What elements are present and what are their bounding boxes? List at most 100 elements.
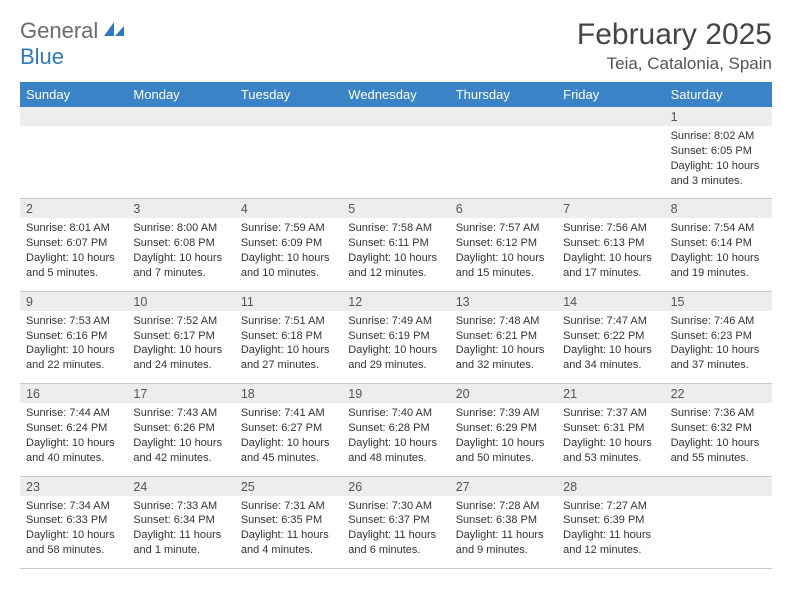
calendar-cell: Sunrise: 7:52 AMSunset: 6:17 PMDaylight:… bbox=[127, 311, 234, 381]
date-number: 18 bbox=[235, 384, 342, 403]
date-number: 14 bbox=[557, 292, 664, 311]
sunset-text: Sunset: 6:21 PM bbox=[456, 329, 551, 344]
sunset-text: Sunset: 6:14 PM bbox=[671, 236, 766, 251]
daylight-line2: and 7 minutes. bbox=[133, 266, 228, 281]
date-stripe: 2345678 bbox=[20, 199, 772, 218]
sunrise-text: Sunrise: 7:40 AM bbox=[348, 406, 443, 421]
date-number: 28 bbox=[557, 477, 664, 496]
location-text: Teia, Catalonia, Spain bbox=[577, 54, 772, 74]
sunrise-text: Sunrise: 7:51 AM bbox=[241, 314, 336, 329]
daylight-line2: and 29 minutes. bbox=[348, 358, 443, 373]
date-number: 27 bbox=[450, 477, 557, 496]
day-head-tue: Tuesday bbox=[235, 82, 342, 107]
daylight-line1: Daylight: 10 hours bbox=[133, 251, 228, 266]
daylight-line2: and 27 minutes. bbox=[241, 358, 336, 373]
logo-block: General Blue bbox=[20, 18, 126, 70]
daylight-line1: Daylight: 10 hours bbox=[26, 528, 121, 543]
daylight-line1: Daylight: 10 hours bbox=[26, 251, 121, 266]
sunrise-text: Sunrise: 7:33 AM bbox=[133, 499, 228, 514]
day-head-thu: Thursday bbox=[450, 82, 557, 107]
sunset-text: Sunset: 6:16 PM bbox=[26, 329, 121, 344]
sunrise-text: Sunrise: 7:30 AM bbox=[348, 499, 443, 514]
sunrise-text: Sunrise: 8:02 AM bbox=[671, 129, 766, 144]
daylight-line1: Daylight: 11 hours bbox=[241, 528, 336, 543]
date-number: 16 bbox=[20, 384, 127, 403]
date-number: 24 bbox=[127, 477, 234, 496]
sunrise-text: Sunrise: 7:44 AM bbox=[26, 406, 121, 421]
calendar-cell: Sunrise: 7:30 AMSunset: 6:37 PMDaylight:… bbox=[342, 496, 449, 566]
sunrise-text: Sunrise: 7:49 AM bbox=[348, 314, 443, 329]
daylight-line2: and 53 minutes. bbox=[563, 451, 658, 466]
daylight-line1: Daylight: 10 hours bbox=[671, 343, 766, 358]
daylight-line1: Daylight: 10 hours bbox=[133, 343, 228, 358]
logo-text: General Blue bbox=[20, 18, 126, 70]
calendar-cell: Sunrise: 7:51 AMSunset: 6:18 PMDaylight:… bbox=[235, 311, 342, 381]
daylight-line1: Daylight: 10 hours bbox=[348, 343, 443, 358]
calendar-row: Sunrise: 7:44 AMSunset: 6:24 PM Daylight:… bbox=[20, 403, 772, 473]
daylight-line2: and 37 minutes. bbox=[671, 358, 766, 373]
daylight-line1: Daylight: 10 hours bbox=[133, 436, 228, 451]
date-number bbox=[665, 477, 772, 496]
sunrise-text: Sunrise: 7:27 AM bbox=[563, 499, 658, 514]
daylight-line1: Daylight: 11 hours bbox=[133, 528, 228, 543]
date-number bbox=[557, 107, 664, 126]
daylight-line2: and 22 minutes. bbox=[26, 358, 121, 373]
date-number: 20 bbox=[450, 384, 557, 403]
daylight-line1: Daylight: 10 hours bbox=[26, 343, 121, 358]
date-number: 12 bbox=[342, 292, 449, 311]
calendar-cell: Sunrise: 7:43 AMSunset: 6:26 PMDaylight:… bbox=[127, 403, 234, 473]
row-divider bbox=[20, 568, 772, 569]
date-number: 25 bbox=[235, 477, 342, 496]
sunset-text: Sunset: 6:17 PM bbox=[133, 329, 228, 344]
date-number: 3 bbox=[127, 199, 234, 218]
sunset-text: Sunset: 6:22 PM bbox=[563, 329, 658, 344]
day-head-wed: Wednesday bbox=[342, 82, 449, 107]
sunset-text: Sunset: 6:08 PM bbox=[133, 236, 228, 251]
date-number bbox=[342, 107, 449, 126]
daylight-line1: Daylight: 10 hours bbox=[563, 436, 658, 451]
calendar-cell: Sunrise: 7:44 AMSunset: 6:24 PMDaylight:… bbox=[20, 403, 127, 473]
date-stripe: 9101112131415 bbox=[20, 292, 772, 311]
sunset-text: Sunset: 6:28 PM bbox=[348, 421, 443, 436]
calendar-cell: Sunrise: 7:57 AMSunset: 6:12 PMDaylight:… bbox=[450, 218, 557, 288]
sunrise-text: Sunrise: 7:59 AM bbox=[241, 221, 336, 236]
daylight-line2: and 17 minutes. bbox=[563, 266, 658, 281]
calendar-cell: Sunrise: 7:39 AMSunset: 6:29 PMDaylight:… bbox=[450, 403, 557, 473]
sunset-text: Sunset: 6:39 PM bbox=[563, 513, 658, 528]
calendar-cell bbox=[450, 126, 557, 196]
date-number: 17 bbox=[127, 384, 234, 403]
calendar-cell: Sunrise: 7:54 AMSunset: 6:14 PMDaylight:… bbox=[665, 218, 772, 288]
day-head-fri: Friday bbox=[557, 82, 664, 107]
sunset-text: Sunset: 6:37 PM bbox=[348, 513, 443, 528]
daylight-line1: Daylight: 10 hours bbox=[348, 251, 443, 266]
sunset-text: Sunset: 6:12 PM bbox=[456, 236, 551, 251]
sunset-text: Sunset: 6:23 PM bbox=[671, 329, 766, 344]
sunset-text: Sunset: 6:29 PM bbox=[456, 421, 551, 436]
calendar-cell: Sunrise: 7:49 AMSunset: 6:19 PMDaylight:… bbox=[342, 311, 449, 381]
calendar-body: 1Sunrise: 8:02 AMSunset: 6:05 PMDaylight… bbox=[20, 107, 772, 569]
sunrise-text: Sunrise: 7:39 AM bbox=[456, 406, 551, 421]
date-number: 22 bbox=[665, 384, 772, 403]
daylight-line1: Daylight: 11 hours bbox=[456, 528, 551, 543]
calendar-cell bbox=[665, 496, 772, 566]
calendar-cell: Sunrise: 7:53 AMSunset: 6:16 PMDaylight:… bbox=[20, 311, 127, 381]
daylight-line1: Daylight: 10 hours bbox=[241, 251, 336, 266]
sunrise-text: Sunrise: 7:43 AM bbox=[133, 406, 228, 421]
date-stripe: 1 bbox=[20, 107, 772, 126]
sunset-text: Sunset: 6:26 PM bbox=[133, 421, 228, 436]
daylight-line1: Daylight: 10 hours bbox=[241, 343, 336, 358]
day-head-sun: Sunday bbox=[20, 82, 127, 107]
daylight-line2: and 45 minutes. bbox=[241, 451, 336, 466]
calendar-cell: Sunrise: 7:47 AMSunset: 6:22 PMDaylight:… bbox=[557, 311, 664, 381]
daylight-line2: and 48 minutes. bbox=[348, 451, 443, 466]
date-number: 6 bbox=[450, 199, 557, 218]
sunset-text: Sunset: 6:34 PM bbox=[133, 513, 228, 528]
sunset-text: Sunset: 6:27 PM bbox=[241, 421, 336, 436]
daylight-line1: Daylight: 10 hours bbox=[456, 251, 551, 266]
date-number: 5 bbox=[342, 199, 449, 218]
sunrise-text: Sunrise: 7:28 AM bbox=[456, 499, 551, 514]
sunset-text: Sunset: 6:35 PM bbox=[241, 513, 336, 528]
calendar-cell: Sunrise: 7:48 AMSunset: 6:21 PMDaylight:… bbox=[450, 311, 557, 381]
sunset-text: Sunset: 6:24 PM bbox=[26, 421, 121, 436]
calendar-cell: Sunrise: 7:46 AMSunset: 6:23 PMDaylight:… bbox=[665, 311, 772, 381]
